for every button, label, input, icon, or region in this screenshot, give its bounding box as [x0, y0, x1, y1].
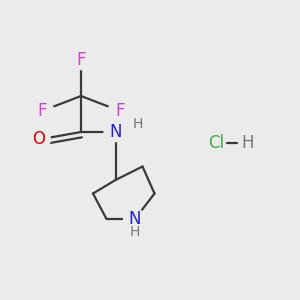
Text: F: F	[76, 51, 86, 69]
Ellipse shape	[104, 122, 127, 142]
Ellipse shape	[127, 224, 143, 241]
Text: H: H	[130, 226, 140, 239]
Ellipse shape	[239, 134, 256, 151]
Text: H: H	[133, 118, 143, 131]
Ellipse shape	[124, 209, 146, 229]
Text: F: F	[37, 102, 47, 120]
Text: Cl: Cl	[208, 134, 224, 152]
Ellipse shape	[130, 116, 146, 133]
Ellipse shape	[108, 101, 132, 121]
Ellipse shape	[69, 50, 93, 70]
Ellipse shape	[202, 133, 230, 152]
Text: O: O	[32, 130, 46, 148]
Ellipse shape	[30, 101, 54, 121]
Text: N: N	[109, 123, 122, 141]
Text: H: H	[241, 134, 254, 152]
Text: N: N	[129, 210, 141, 228]
Ellipse shape	[28, 130, 50, 149]
Text: F: F	[115, 102, 125, 120]
